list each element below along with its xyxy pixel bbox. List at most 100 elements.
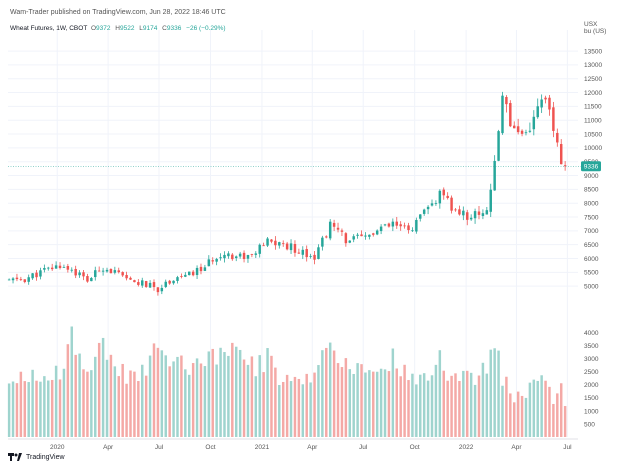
- candle-body: [184, 274, 187, 277]
- candle-body: [168, 280, 171, 284]
- volume-bar: [285, 374, 289, 437]
- candle-body: [403, 225, 406, 227]
- candle-body: [332, 222, 336, 227]
- tradingview-footer[interactable]: TradingView: [8, 453, 65, 461]
- price-tick-label: 13500: [584, 48, 602, 55]
- volume-bar: [356, 363, 359, 437]
- volume-bar: [27, 382, 30, 437]
- price-tick-label: 9000: [584, 173, 599, 180]
- candle-body: [19, 279, 23, 281]
- volume-bar: [469, 372, 473, 437]
- candle-body: [352, 236, 355, 240]
- time-tick-label: Oct: [410, 444, 420, 451]
- candle-body: [254, 253, 258, 255]
- price-tick-label: 6500: [584, 242, 599, 249]
- candle-body: [454, 209, 457, 211]
- candle-body: [152, 282, 156, 288]
- volume-bar: [62, 368, 66, 437]
- volume-bar: [66, 344, 70, 437]
- volume-bar: [419, 374, 422, 437]
- candle-body: [129, 277, 132, 280]
- candle-body: [278, 242, 281, 246]
- volume-bar: [184, 369, 187, 437]
- volume-tick-label: 1000: [584, 408, 599, 415]
- volume-bar: [559, 383, 563, 437]
- volume-bar: [199, 363, 203, 437]
- volume-bar: [223, 352, 226, 437]
- volume-bar: [289, 381, 293, 437]
- candle-body: [438, 190, 442, 204]
- open-value: 9372: [96, 25, 111, 32]
- high-label: H: [115, 25, 120, 32]
- candle-body: [317, 247, 320, 260]
- volume-bar: [481, 362, 485, 437]
- price-tick-label: 7500: [584, 214, 599, 221]
- candle-body: [524, 132, 528, 134]
- volume-bar: [395, 368, 398, 437]
- volume-bar: [407, 380, 410, 437]
- time-tick-label: Jul: [563, 444, 572, 451]
- candle-body: [11, 278, 15, 281]
- volume-bar: [148, 355, 152, 437]
- volume-bar: [180, 355, 183, 437]
- low-label: L: [139, 25, 143, 32]
- candle-body: [563, 165, 567, 167]
- volume-bar: [278, 385, 281, 437]
- candle-body: [559, 144, 563, 165]
- volume-bar: [372, 371, 375, 437]
- candle-body: [86, 276, 89, 282]
- candle-body: [94, 270, 97, 278]
- volume-bar: [144, 375, 148, 437]
- candle-body: [485, 210, 489, 215]
- volume-bar: [426, 380, 430, 437]
- candle-body: [234, 256, 238, 259]
- volume-bar: [336, 363, 340, 437]
- time-tick-label: 2020: [50, 444, 65, 451]
- candle-body: [191, 271, 195, 276]
- candle-body: [430, 203, 434, 206]
- candle-body: [505, 97, 508, 105]
- candle-body: [293, 243, 297, 253]
- candle-body: [70, 269, 74, 271]
- volume-bar: [164, 355, 167, 437]
- candle-body: [473, 211, 477, 219]
- candle-body: [422, 209, 426, 214]
- candle-body: [156, 287, 160, 293]
- volume-bar: [399, 376, 402, 437]
- candle-body: [27, 277, 30, 282]
- price-unit: USX bu (US): [584, 21, 606, 35]
- symbol-name[interactable]: Wheat Futures, 1W, CBOT: [10, 25, 88, 32]
- candle-body: [195, 267, 199, 276]
- volume-bar: [121, 363, 124, 437]
- volume-bar: [344, 358, 348, 437]
- volume-bar: [325, 347, 328, 437]
- candle-body: [477, 211, 481, 215]
- volume-bar: [528, 382, 532, 437]
- volume-bar: [411, 373, 414, 437]
- volume-bar: [512, 402, 516, 437]
- candle-body: [141, 280, 144, 286]
- volume-bar: [113, 366, 117, 437]
- volume-bar: [211, 348, 214, 437]
- volume-bar: [160, 350, 164, 437]
- volume-bar: [501, 385, 504, 437]
- volume-bar: [505, 376, 508, 437]
- candle-body: [309, 255, 312, 257]
- price-tick-label: 10500: [584, 131, 602, 138]
- volume-bar: [70, 326, 74, 437]
- candle-body: [336, 227, 340, 230]
- volume-bar: [258, 355, 261, 437]
- candle-body: [215, 258, 218, 262]
- volume-tick-label: 500: [584, 421, 595, 428]
- candle-body: [219, 257, 222, 259]
- candle-body: [544, 97, 547, 100]
- candle-body: [31, 273, 34, 279]
- open-label: O: [90, 25, 96, 32]
- candle-body: [101, 270, 105, 272]
- candle-body: [450, 197, 453, 211]
- candle-body: [512, 125, 516, 129]
- volume-bar: [262, 372, 265, 437]
- volume-bar: [524, 397, 528, 437]
